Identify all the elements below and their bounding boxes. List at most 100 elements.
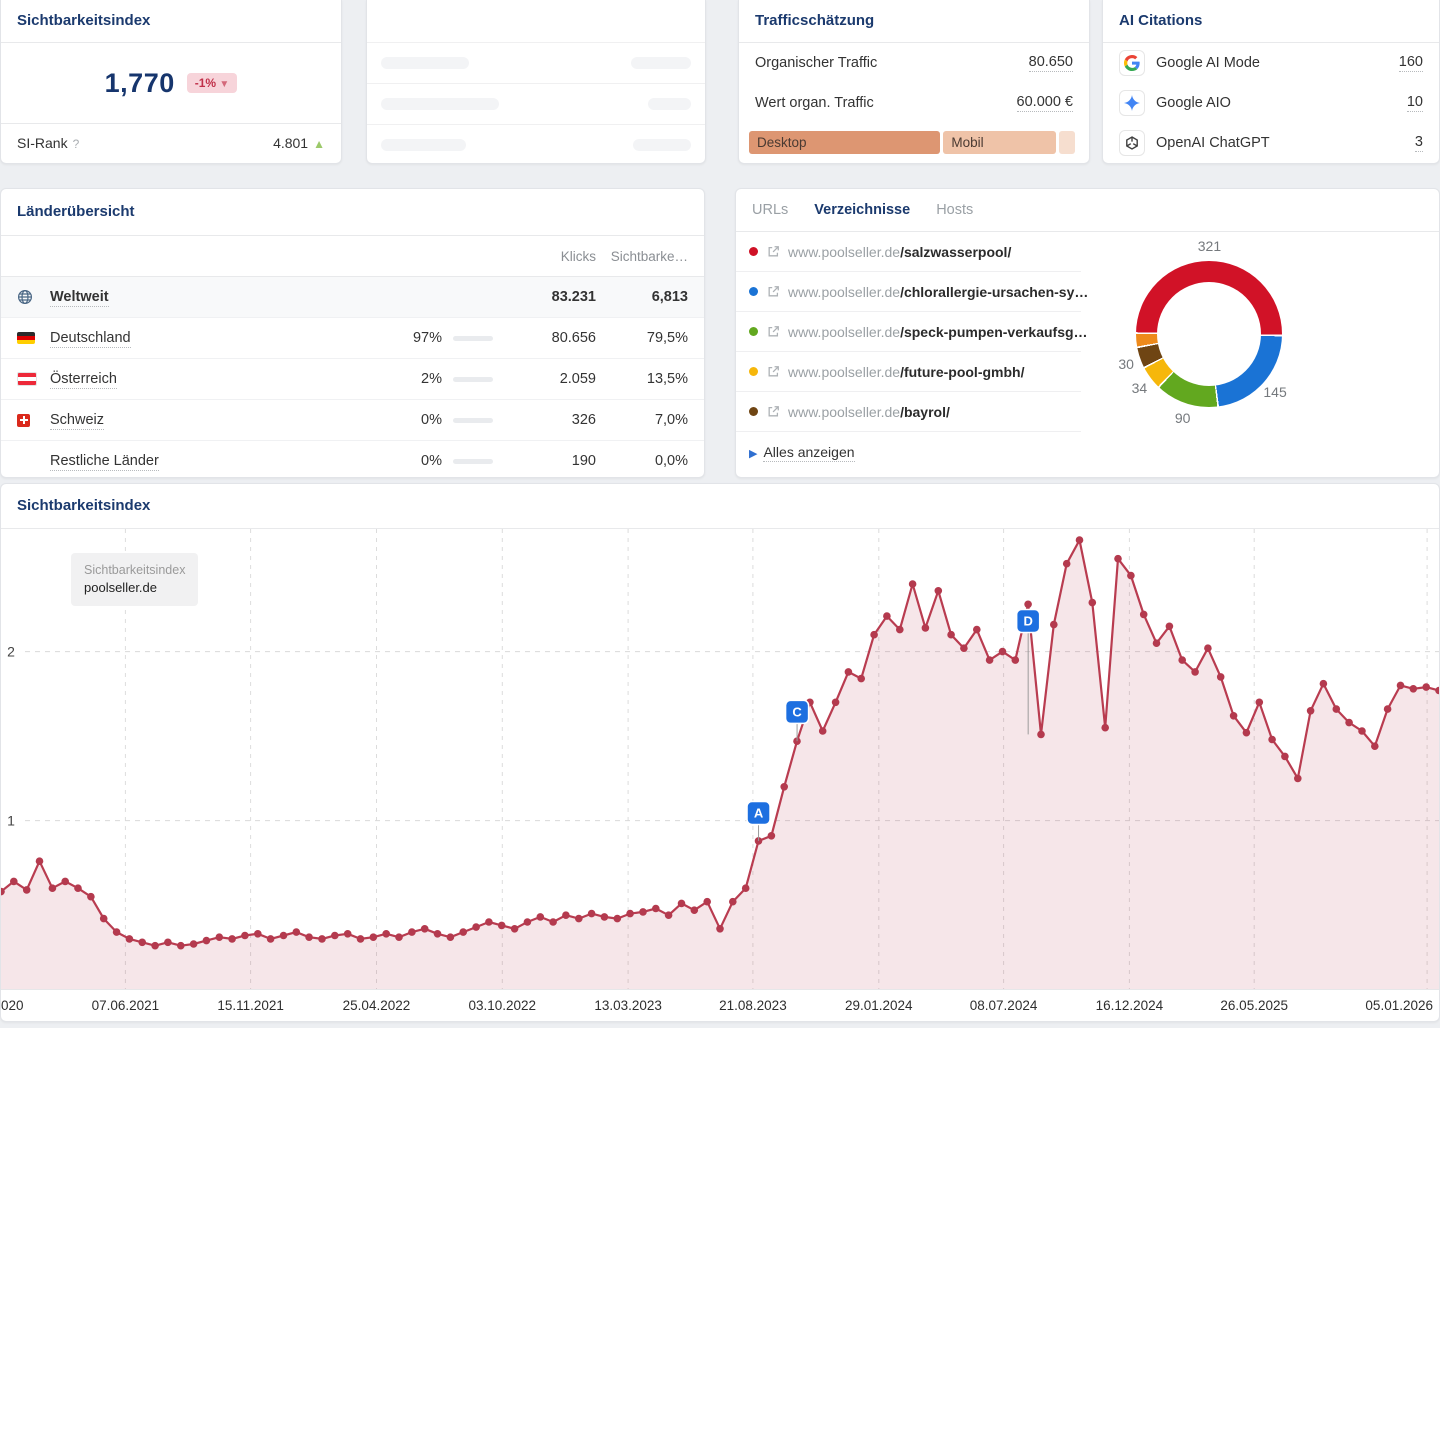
directory-link-row[interactable]: www.poolseller.de/chlorallergie-ursachen… xyxy=(736,272,1088,312)
chart-marker-A[interactable]: A xyxy=(746,800,771,826)
country-link[interactable]: Weltweit xyxy=(50,289,109,307)
chart-marker-D[interactable]: D xyxy=(1015,608,1041,634)
data-point xyxy=(767,832,776,840)
data-point xyxy=(253,930,262,938)
country-pct: 2% xyxy=(421,371,442,387)
traffic-value-value[interactable]: 60.000 € xyxy=(1016,94,1073,112)
data-point xyxy=(510,925,519,933)
country-link[interactable]: Deutschland xyxy=(50,330,131,348)
x-tick-label: 15.11.2021 xyxy=(217,998,284,1013)
country-pct: 0% xyxy=(421,453,442,469)
data-point xyxy=(485,918,493,926)
data-point xyxy=(613,914,622,923)
data-point xyxy=(189,940,198,948)
link-path[interactable]: /future-pool-gmbh/ xyxy=(900,363,1025,380)
data-point xyxy=(690,906,699,914)
directories-donut-chart[interactable]: 321 145 90 34 30 xyxy=(1118,238,1286,426)
country-link[interactable]: Schweiz xyxy=(50,412,104,430)
chart-marker-C[interactable]: C xyxy=(784,699,810,725)
data-point xyxy=(22,886,31,894)
chart-legend: Sichtbarkeitsindex poolseller.de xyxy=(71,553,199,606)
change-badge[interactable]: -1% ▼ xyxy=(186,73,238,93)
data-point xyxy=(1294,774,1302,783)
link-host[interactable]: www.poolseller.de xyxy=(788,323,901,340)
tab-hosts[interactable]: Hosts xyxy=(936,202,974,218)
link-host[interactable]: www.poolseller.de xyxy=(788,283,901,300)
visibility-index-value-row: 1,770 -1% ▼ xyxy=(1,43,341,124)
x-tick-label: 16.12.2024 xyxy=(1095,998,1164,1013)
other-segment[interactable] xyxy=(1058,131,1076,154)
external-link-icon[interactable] xyxy=(767,325,780,338)
legend-domain: poolseller.de xyxy=(84,580,157,596)
down-triangle-icon: ▼ xyxy=(219,79,230,90)
ai-source-count[interactable]: 3 xyxy=(1414,134,1423,152)
directory-link-row[interactable]: www.poolseller.de/speck-pumpen-verkaufsg… xyxy=(736,312,1088,352)
link-path[interactable]: /bayrol/ xyxy=(900,403,950,420)
data-point xyxy=(61,877,69,886)
country-overview-card: Länderübersicht Klicks Sichtbarke… Weltw… xyxy=(0,188,705,478)
country-klicks: 190 xyxy=(571,453,596,469)
data-point xyxy=(266,935,275,943)
col-header-klicks[interactable]: Klicks xyxy=(560,248,596,264)
data-point xyxy=(1037,730,1045,739)
visibility-index-value: 1,770 xyxy=(104,67,175,98)
ai-row-google-ai-mode: Google AI Mode 160 xyxy=(1103,43,1439,83)
data-point xyxy=(1101,723,1109,732)
tab-verzeichnisse[interactable]: Verzeichnisse xyxy=(814,202,911,218)
external-link-icon[interactable] xyxy=(767,285,780,298)
country-si: 13,5% xyxy=(646,371,688,387)
directory-link-row[interactable]: www.poolseller.de/future-pool-gmbh/ xyxy=(736,352,1081,392)
country-si: 0,0% xyxy=(654,453,688,469)
data-point xyxy=(1306,707,1315,715)
x-tick-label: 29.01.2024 xyxy=(844,998,913,1013)
ai-source-count[interactable]: 10 xyxy=(1406,94,1423,112)
organic-traffic-value[interactable]: 80.650 xyxy=(1028,54,1073,72)
skeleton-bar xyxy=(381,139,466,151)
data-point xyxy=(241,931,249,940)
col-header-sichtbarkeit[interactable]: Sichtbarke… xyxy=(610,248,688,264)
country-link[interactable]: Restliche Länder xyxy=(50,453,159,471)
mobile-segment[interactable]: Mobil xyxy=(943,131,1056,154)
data-point xyxy=(1114,554,1122,563)
external-link-icon[interactable] xyxy=(767,245,780,258)
link-path[interactable]: /chlorallergie-ursachen-sy… xyxy=(900,283,1089,300)
data-point xyxy=(1409,685,1418,693)
ai-row-openai-chatgpt: OpenAI ChatGPT 3 xyxy=(1103,123,1439,163)
ai-source-count[interactable]: 160 xyxy=(1398,54,1423,72)
link-host[interactable]: www.poolseller.de xyxy=(788,403,901,420)
link-host[interactable]: www.poolseller.de xyxy=(788,363,901,380)
line-chart-plot[interactable]: 1 2 A C D Sichtbarkeitsindex poolseller.de xyxy=(0,529,1440,990)
donut-value-label: 34 xyxy=(1131,379,1148,396)
external-link-icon[interactable] xyxy=(767,405,780,418)
skeleton-row xyxy=(367,84,705,125)
country-link[interactable]: Österreich xyxy=(50,371,117,389)
data-point xyxy=(562,911,570,919)
desktop-segment[interactable]: Desktop xyxy=(749,131,941,154)
card-title: Sichtbarkeitsindex xyxy=(17,497,151,514)
show-all-link[interactable]: ▶ Alles anzeigen xyxy=(749,444,855,462)
external-link-icon[interactable] xyxy=(767,365,780,378)
x-tick-label: 26.05.2025 xyxy=(1220,998,1288,1013)
device-split-bar[interactable]: Desktop Mobil xyxy=(739,123,1089,154)
globe-icon xyxy=(1,289,50,305)
si-rank-value: 4.801 ▲ xyxy=(273,135,325,151)
country-pct: 0% xyxy=(421,412,442,428)
link-host[interactable]: www.poolseller.de xyxy=(788,243,901,260)
help-icon[interactable]: ? xyxy=(72,137,80,151)
directory-link-row[interactable]: www.poolseller.de/bayrol/ xyxy=(736,392,1081,432)
tab-urls[interactable]: URLs xyxy=(752,202,789,218)
visibility-index-card: Sichtbarkeitsindex 1,770 -1% ▼ SI-Rank? … xyxy=(0,0,342,164)
data-point xyxy=(1062,559,1071,568)
share-bar xyxy=(453,335,493,341)
skeleton-bar xyxy=(381,98,499,110)
data-point xyxy=(652,904,660,913)
data-point xyxy=(523,918,532,926)
skeleton-bar xyxy=(633,139,691,151)
data-point xyxy=(921,624,930,632)
ai-source-label: OpenAI ChatGPT xyxy=(1156,135,1270,151)
directory-link-row[interactable]: www.poolseller.de/salzwasserpool/ xyxy=(736,232,1081,272)
link-path[interactable]: /speck-pumpen-verkaufsg… xyxy=(900,323,1088,340)
data-point xyxy=(1127,571,1135,580)
link-path[interactable]: /salzwasserpool/ xyxy=(900,243,1012,260)
chevron-right-icon: ▶ xyxy=(749,447,758,460)
